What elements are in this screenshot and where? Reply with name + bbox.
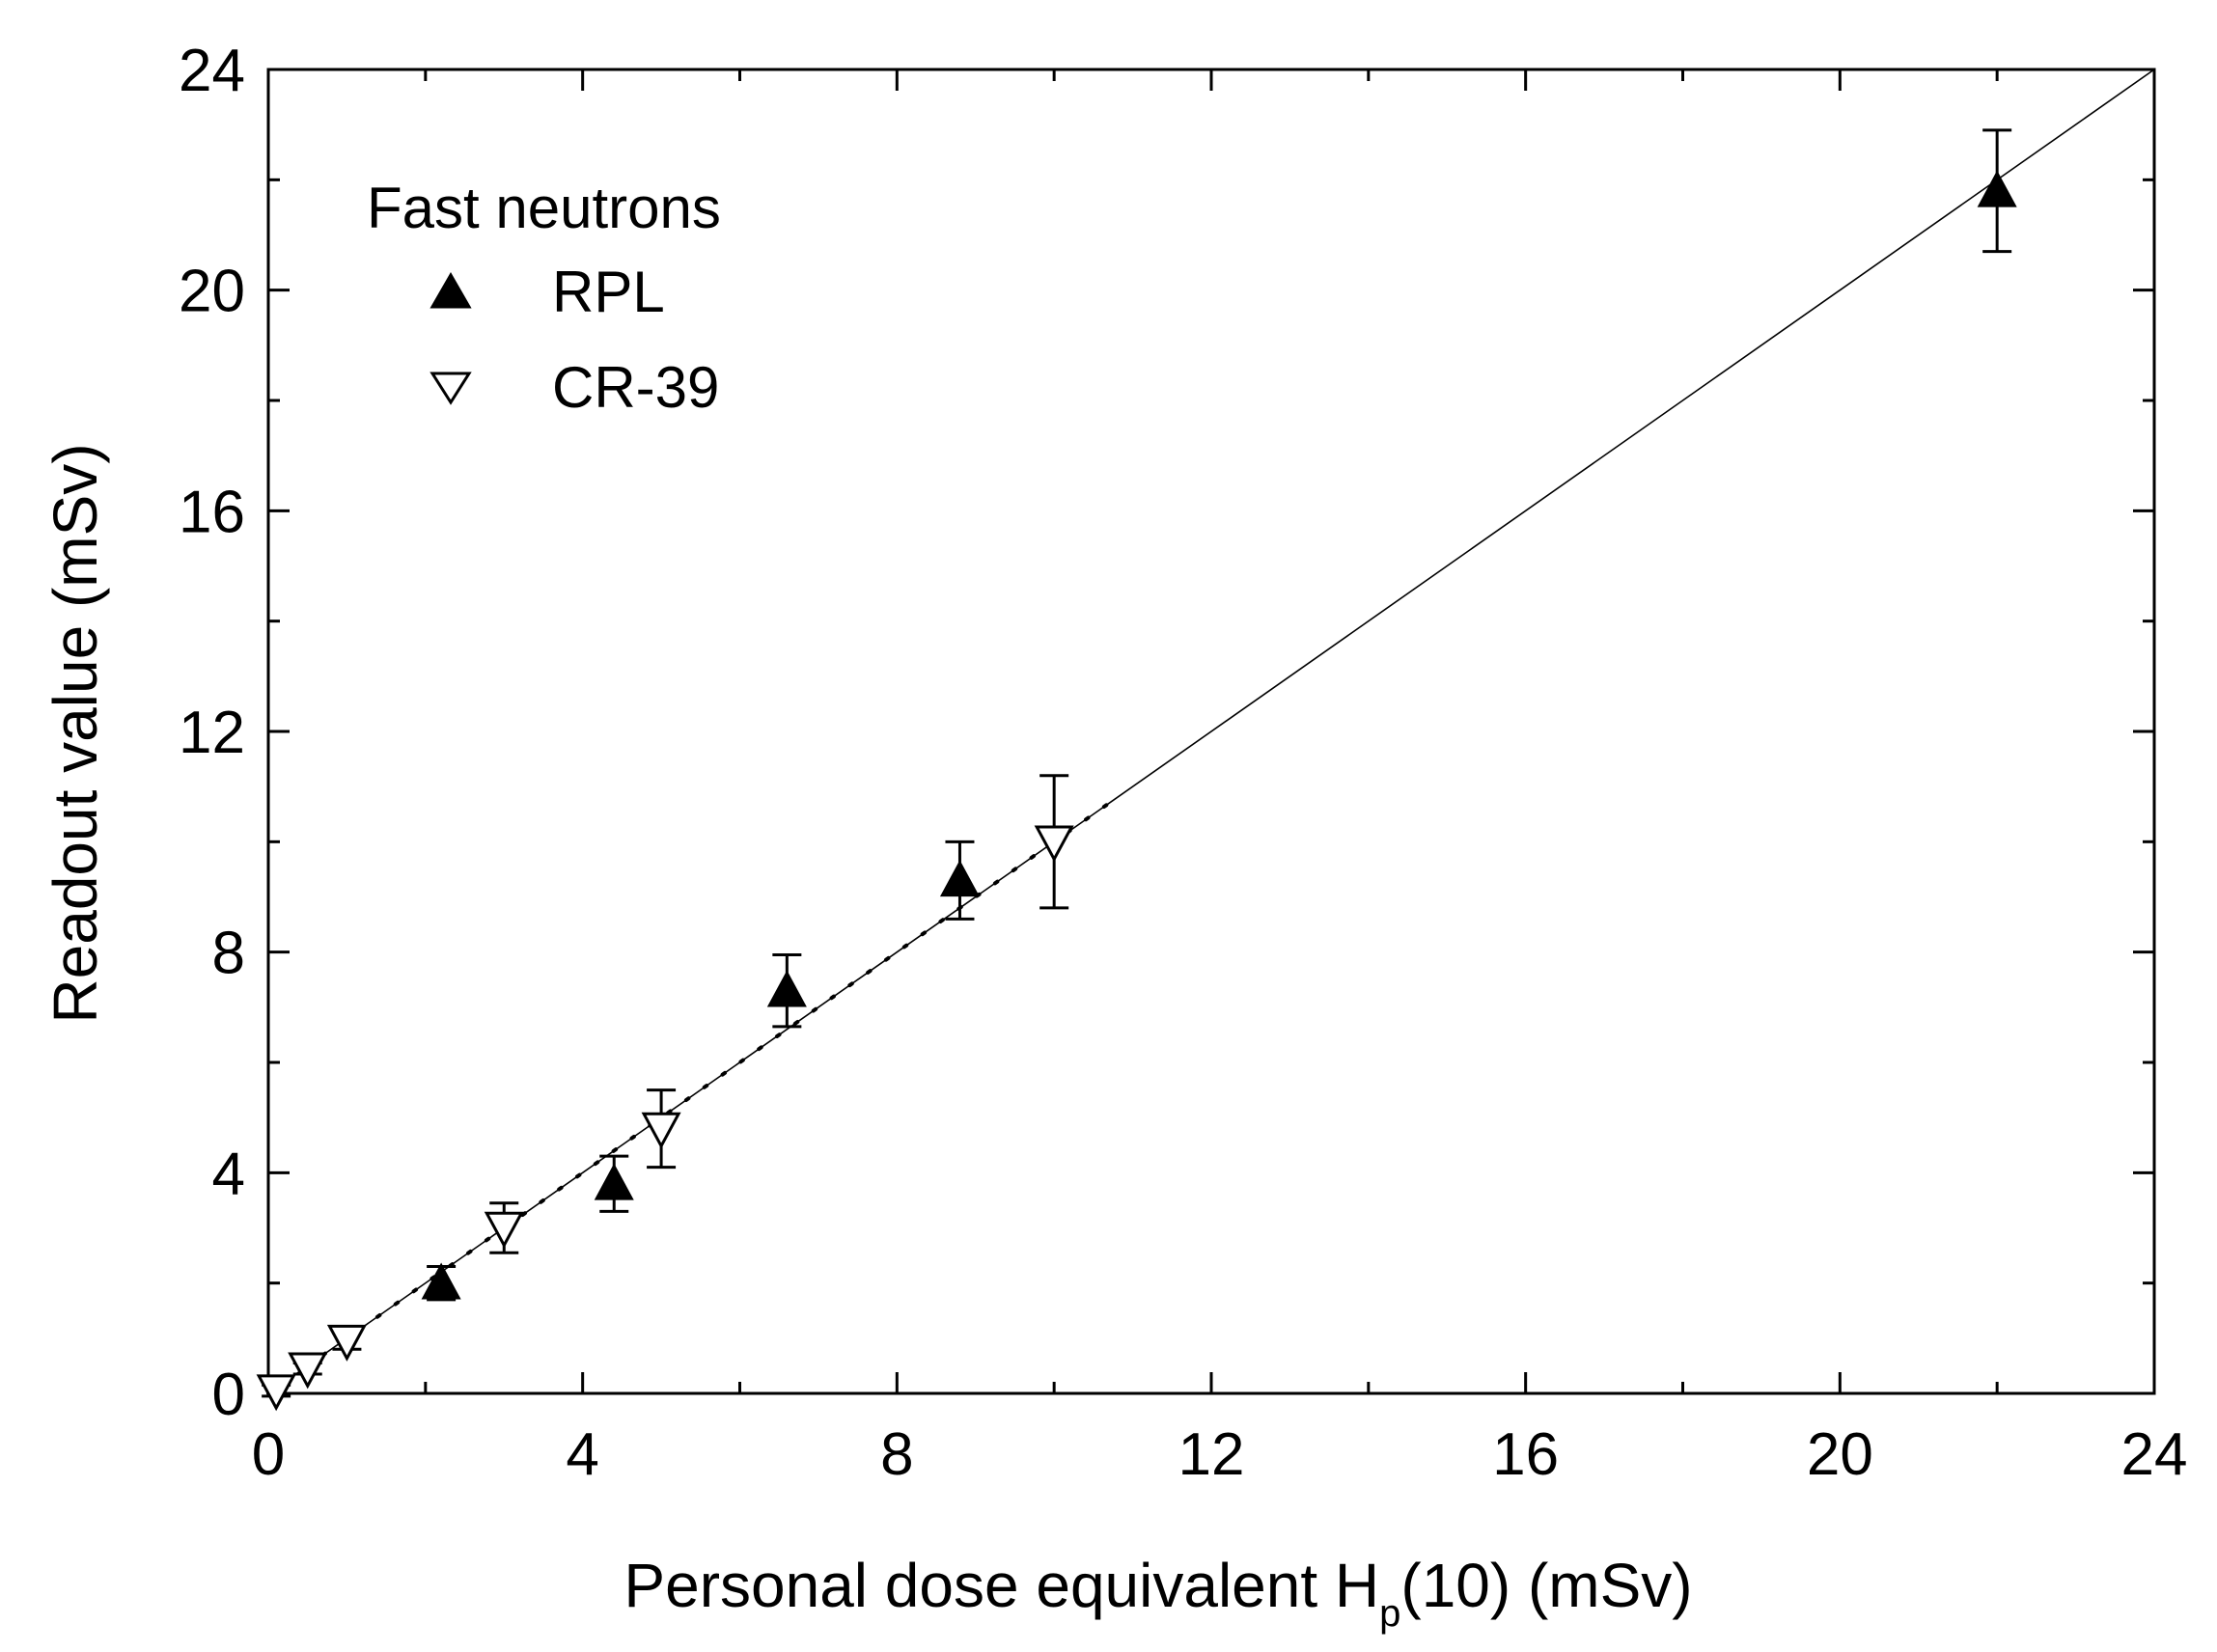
x-tick-labels: 0 4 8 12 16 20 24 [252, 1421, 2188, 1488]
x-tick-label: 16 [1492, 1421, 1559, 1488]
x-axis-title: Personal dose equivalent Hp(10) (mSv) [624, 1551, 1692, 1635]
x-axis-title-main: Personal dose equivalent H [624, 1551, 1379, 1620]
data-point-cr39 [326, 1324, 367, 1362]
y-axis-title: Readout value (mSv) [41, 443, 110, 1023]
x-tick-label: 24 [2121, 1421, 2188, 1488]
legend-cr39-marker [430, 372, 472, 405]
y-tick-label: 0 [212, 1362, 245, 1428]
x-tick-label: 12 [1178, 1421, 1245, 1488]
y-tick-label: 20 [179, 259, 245, 325]
data-point-cr39 [641, 1112, 681, 1149]
data-point-rpl [594, 1163, 634, 1200]
data-point-rpl [421, 1262, 461, 1300]
x-tick-label: 4 [566, 1421, 598, 1488]
reference-lines [266, 69, 2155, 1395]
data-point-cr39 [1034, 825, 1074, 863]
data-point-rpl [1977, 170, 2017, 207]
y-tick-label: 24 [179, 38, 245, 104]
data-series [256, 128, 2017, 1412]
x-tick-label: 0 [252, 1421, 285, 1488]
data-point-rpl [939, 860, 980, 897]
series-cr-39 [256, 774, 1074, 1412]
identity-line [267, 69, 2155, 1394]
data-point-rpl [766, 970, 807, 1007]
x-tick-label: 8 [880, 1421, 913, 1488]
x-axis-title-tail: (10) (mSv) [1400, 1551, 1692, 1620]
y-tick-label: 12 [179, 700, 245, 766]
y-tick-labels: 0 4 8 12 16 20 24 [179, 38, 245, 1428]
legend-title: Fast neutrons [367, 176, 721, 240]
y-tick-label: 16 [179, 479, 245, 545]
legend: Fast neutrons RPL CR-39 [367, 176, 721, 420]
y-tick-label: 4 [212, 1141, 245, 1207]
fit-line [266, 801, 1112, 1395]
x-axis-title-subscript: p [1379, 1592, 1400, 1635]
axis-ticks [266, 68, 2156, 1395]
series-rpl [421, 128, 2017, 1302]
y-tick-label: 8 [212, 921, 245, 987]
legend-rpl-marker [430, 271, 472, 309]
legend-cr39-label: CR-39 [552, 355, 719, 420]
data-point-cr39 [288, 1352, 328, 1390]
legend-rpl-label: RPL [552, 260, 665, 324]
x-tick-label: 20 [1807, 1421, 1873, 1488]
data-point-cr39 [484, 1211, 524, 1249]
data-point-cr39 [256, 1374, 296, 1412]
